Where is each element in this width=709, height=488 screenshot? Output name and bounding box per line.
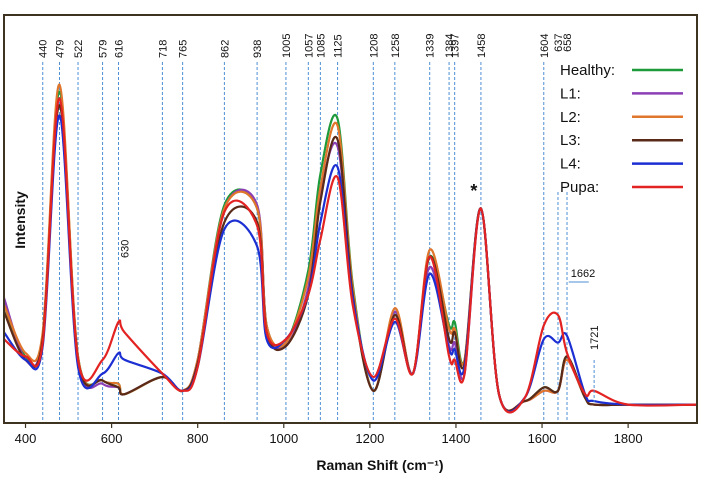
peak-label-938: 938 bbox=[252, 40, 264, 58]
x-tick-label-800: 800 bbox=[187, 431, 209, 446]
peak-label-616: 616 bbox=[113, 40, 125, 58]
legend-label-pupa: Pupa: bbox=[560, 179, 599, 196]
x-tick-label-1200: 1200 bbox=[355, 431, 384, 446]
x-tick-label-400: 400 bbox=[15, 431, 37, 446]
peak-label-1085: 1085 bbox=[315, 34, 327, 58]
x-axis-title: Raman Shift (cm⁻¹) bbox=[316, 457, 443, 473]
peak-label-1384: 1384 bbox=[444, 34, 456, 58]
peak-label-1208: 1208 bbox=[368, 34, 380, 58]
peak-label-862: 862 bbox=[219, 40, 231, 58]
peak-label-522: 522 bbox=[73, 40, 85, 58]
peak-label-1658: 1658 bbox=[562, 34, 574, 58]
legend-label-l4: L4: bbox=[560, 156, 581, 173]
x-tick-label-1400: 1400 bbox=[441, 431, 470, 446]
peak-label-1057: 1057 bbox=[303, 34, 315, 58]
peak-label-479: 479 bbox=[55, 40, 67, 58]
peak-label-579: 579 bbox=[98, 40, 110, 58]
plot-frame bbox=[3, 14, 698, 424]
peak-label-1397: 1397 bbox=[450, 34, 462, 58]
peak-label-1458: 1458 bbox=[476, 34, 488, 58]
legend-background bbox=[548, 52, 688, 192]
series-lines bbox=[2, 83, 698, 414]
legend-label-l3: L3: bbox=[560, 132, 581, 149]
peak-label-440: 440 bbox=[38, 40, 50, 58]
legend-label-l2: L2: bbox=[560, 109, 581, 126]
annotation-1662: 1662 bbox=[571, 268, 595, 280]
y-axis-title: Intensity bbox=[12, 191, 28, 249]
peak-label-1339: 1339 bbox=[425, 34, 437, 58]
x-tick-label-1600: 1600 bbox=[528, 431, 557, 446]
legend: Healthy: L1: L2: L3: L4: Pupa: bbox=[548, 52, 688, 196]
legend-label-l1: L1: bbox=[560, 85, 581, 102]
annotation-1721: 1721 bbox=[589, 326, 601, 350]
x-axis-ticks: 400 600 800 1000 1200 1400 1600 1800 bbox=[15, 423, 643, 446]
peak-label-1125: 1125 bbox=[333, 34, 345, 58]
annotation-630: 630 bbox=[120, 240, 132, 258]
peak-label-1005: 1005 bbox=[281, 34, 293, 58]
peak-label-765: 765 bbox=[178, 40, 190, 58]
x-tick-label-1000: 1000 bbox=[269, 431, 298, 446]
peak-label-718: 718 bbox=[157, 40, 169, 58]
peak-marker-lines: 440 479 522 579 616 718 765 862 938 1005 1057 1085 1… bbox=[38, 34, 574, 423]
annotations: 630 * 1662 1721 bbox=[120, 181, 601, 402]
x-tick-label-1800: 1800 bbox=[614, 431, 643, 446]
peak-label-1637: 1637 bbox=[553, 34, 565, 58]
annotation-asterisk: * bbox=[470, 181, 477, 201]
series-line-pupa bbox=[3, 97, 698, 414]
legend-label-healthy: Healthy: bbox=[560, 62, 615, 79]
series-line-l3 bbox=[2, 104, 697, 412]
peak-label-1604: 1604 bbox=[539, 34, 551, 58]
x-tick-label-600: 600 bbox=[101, 431, 123, 446]
peak-label-1258: 1258 bbox=[390, 34, 402, 58]
